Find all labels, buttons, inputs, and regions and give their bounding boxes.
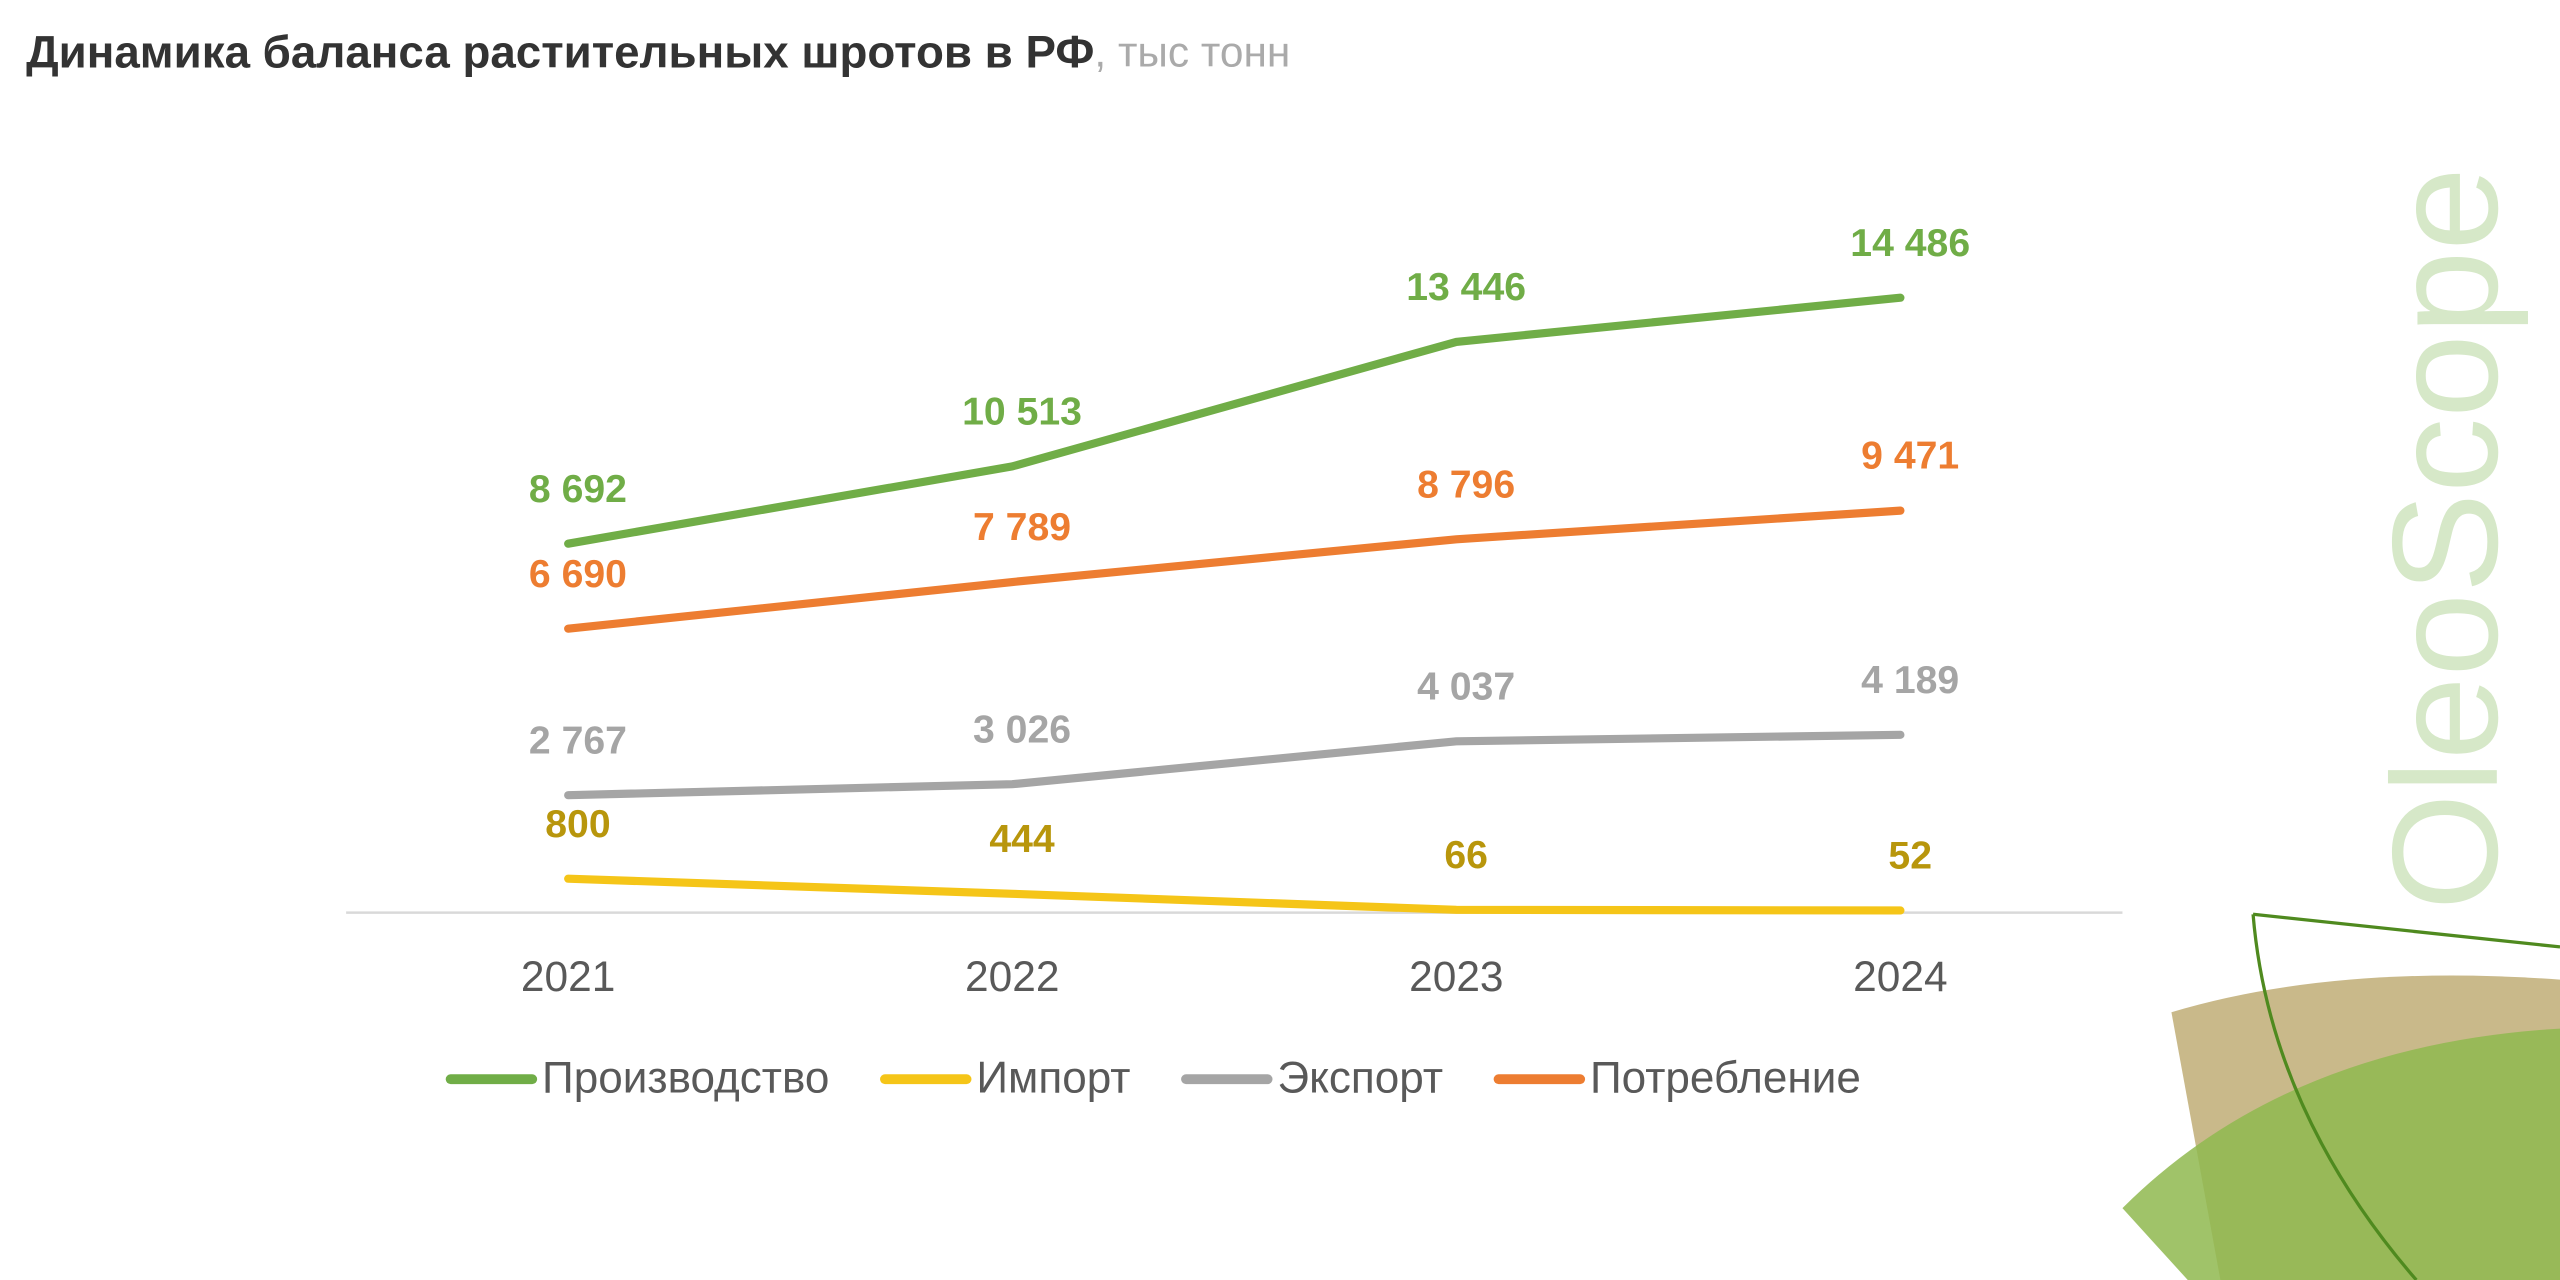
series-line — [564, 730, 1905, 800]
data-label: 800 — [545, 803, 610, 846]
data-label: 8 692 — [529, 468, 627, 511]
x-tick-label: 2023 — [1409, 953, 1503, 1000]
x-tick-label: 2022 — [965, 953, 1059, 1000]
data-label: 52 — [1888, 835, 1932, 878]
x-tick-label: 2021 — [521, 953, 615, 1000]
decoration — [2122, 912, 2560, 1280]
brand: OleoScope — [2361, 167, 2529, 910]
x-tick-label: 2024 — [1853, 953, 1947, 1000]
data-label: 2 767 — [529, 719, 627, 762]
legend-label: Потребление — [1590, 1053, 1861, 1102]
title: Динамика баланса растительных шротов в Р… — [26, 27, 1094, 78]
chart-title: Динамика баланса растительных шротов в Р… — [26, 27, 1290, 78]
subtitle: , тыс тонн — [1094, 29, 1290, 76]
leaf — [2122, 1028, 2560, 1280]
data-label: 66 — [1444, 834, 1488, 877]
series-line — [564, 293, 1905, 548]
data-label: 7 789 — [973, 506, 1071, 549]
data-label: 10 513 — [962, 390, 1082, 433]
data-label: 9 471 — [1861, 435, 1959, 478]
data-label: 4 037 — [1417, 665, 1515, 708]
data-label: 4 189 — [1861, 659, 1959, 702]
data-label: 3 026 — [973, 708, 1071, 751]
data-label: 8 796 — [1417, 463, 1515, 506]
leaf-outline — [2251, 912, 2560, 1280]
data-label: 444 — [989, 818, 1055, 861]
legend-label: Импорт — [976, 1053, 1130, 1102]
data-label: 13 446 — [1406, 266, 1526, 309]
data-label: 6 690 — [529, 553, 627, 596]
legend-label: Экспорт — [1277, 1053, 1443, 1102]
data-label: 14 486 — [1850, 222, 1970, 265]
series-line — [564, 506, 1905, 633]
legend-label: Производство — [542, 1053, 829, 1102]
series-line — [564, 874, 1905, 915]
